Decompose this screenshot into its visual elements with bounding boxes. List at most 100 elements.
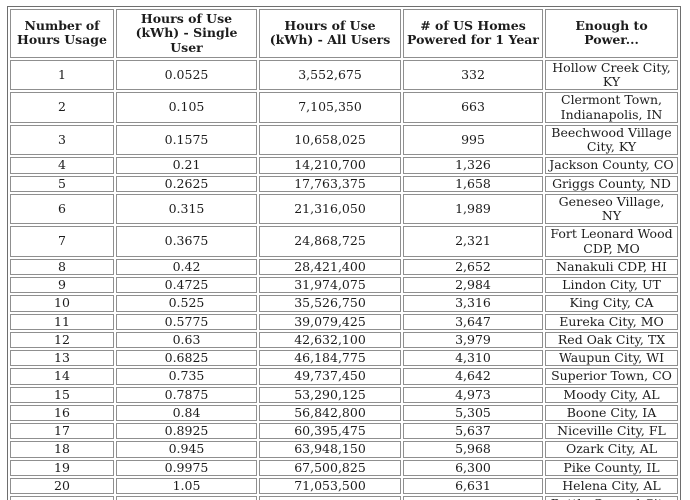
table-cell: 0.735 bbox=[116, 368, 257, 385]
table-row: 4 0.21 14,210,700 1,326 Jackson County, CO bbox=[10, 157, 678, 174]
table-cell: Battle Ground City, WA bbox=[545, 496, 678, 500]
table-cell: 63,948,150 bbox=[259, 441, 401, 458]
table-cell: Beechwood Village City, KY bbox=[545, 124, 678, 156]
table-cell: 4,310 bbox=[403, 350, 543, 367]
table-row: 11 0.5775 39,079,425 3,647 Eureka City, MO bbox=[10, 313, 678, 330]
table-cell: 1,326 bbox=[403, 157, 543, 174]
table-cell: 6,631 bbox=[403, 477, 543, 494]
table-row: 2 0.105 7,105,350 663 Clermont Town, Indiana… bbox=[10, 92, 678, 123]
table-row: 19 0.9975 67,500,825 6,300 Pike County, IL bbox=[10, 459, 678, 476]
table-cell: 2,652 bbox=[403, 258, 543, 275]
table-cell: 10 bbox=[10, 295, 114, 312]
table-cell: 18 bbox=[10, 441, 114, 458]
table-cell: 17,763,375 bbox=[259, 175, 401, 192]
table-cell: 0.315 bbox=[116, 193, 257, 225]
table-row: 8 0.42 28,421,400 2,652 Nanakuli CDP, HI bbox=[10, 258, 678, 275]
table-cell: 1.05 bbox=[116, 477, 257, 494]
table-cell: 35,526,750 bbox=[259, 295, 401, 312]
table-cell: 7,105,350 bbox=[259, 92, 401, 123]
table-cell: 21,316,050 bbox=[259, 193, 401, 225]
table-cell: 0.525 bbox=[116, 295, 257, 312]
table-cell: 8 bbox=[10, 258, 114, 275]
table-cell: 24,868,725 bbox=[259, 226, 401, 257]
table-cell: Boone City, IA bbox=[545, 404, 678, 421]
table-cell: 1.1025 bbox=[116, 496, 257, 500]
table-cell: 0.5775 bbox=[116, 313, 257, 330]
table-cell: 2,984 bbox=[403, 277, 543, 294]
table-cell: 1,658 bbox=[403, 175, 543, 192]
table-cell: 6 bbox=[10, 193, 114, 225]
table-cell: 4,642 bbox=[403, 368, 543, 385]
table-cell: 14 bbox=[10, 368, 114, 385]
table-cell: 0.6825 bbox=[116, 350, 257, 367]
table-cell: 71,053,500 bbox=[259, 477, 401, 494]
table-cell: 0.105 bbox=[116, 92, 257, 123]
table-row: 16 0.84 56,842,800 5,305 Boone City, IA bbox=[10, 404, 678, 421]
table-row: 7 0.3675 24,868,725 2,321 Fort Leonard Wood … bbox=[10, 226, 678, 257]
table-cell: 5,637 bbox=[403, 423, 543, 440]
column-header: Hours of Use (kWh) - All Users bbox=[259, 9, 401, 58]
table-cell: Waupun City, WI bbox=[545, 350, 678, 367]
table-cell: Nanakuli CDP, HI bbox=[545, 258, 678, 275]
table-cell: 15 bbox=[10, 386, 114, 403]
table-cell: 332 bbox=[403, 59, 543, 91]
table-cell: 53,290,125 bbox=[259, 386, 401, 403]
table-cell: 2,321 bbox=[403, 226, 543, 257]
table-cell: 20 bbox=[10, 477, 114, 494]
table-cell: Pike County, IL bbox=[545, 459, 678, 476]
table-cell: 6,300 bbox=[403, 459, 543, 476]
table-cell: 0.7875 bbox=[116, 386, 257, 403]
table-cell: 49,737,450 bbox=[259, 368, 401, 385]
table-cell: 4 bbox=[10, 157, 114, 174]
table-cell: 31,974,075 bbox=[259, 277, 401, 294]
table-cell: 6,963 bbox=[403, 496, 543, 500]
table-cell: Fort Leonard Wood CDP, MO bbox=[545, 226, 678, 257]
table-cell: Ozark City, AL bbox=[545, 441, 678, 458]
table-cell: 12 bbox=[10, 331, 114, 348]
table-cell: 0.63 bbox=[116, 331, 257, 348]
column-header: Number of Hours Usage bbox=[10, 9, 114, 58]
table-row: 20 1.05 71,053,500 6,631 Helena City, AL bbox=[10, 477, 678, 494]
table-cell: 0.42 bbox=[116, 258, 257, 275]
table-row: 15 0.7875 53,290,125 4,973 Moody City, AL bbox=[10, 386, 678, 403]
table-row: 18 0.945 63,948,150 5,968 Ozark City, AL bbox=[10, 441, 678, 458]
table-cell: 9 bbox=[10, 277, 114, 294]
table-cell: 17 bbox=[10, 423, 114, 440]
table-cell: 46,184,775 bbox=[259, 350, 401, 367]
table-cell: Griggs County, ND bbox=[545, 175, 678, 192]
table-row: 1 0.0525 3,552,675 332 Hollow Creek City, KY bbox=[10, 59, 678, 91]
table-cell: 5,305 bbox=[403, 404, 543, 421]
table-cell: 39,079,425 bbox=[259, 313, 401, 330]
table-row: 9 0.4725 31,974,075 2,984 Lindon City, UT bbox=[10, 277, 678, 294]
table-row: 17 0.8925 60,395,475 5,637 Niceville City, F… bbox=[10, 423, 678, 440]
table-cell: 56,842,800 bbox=[259, 404, 401, 421]
table-row: 14 0.735 49,737,450 4,642 Superior Town, CO bbox=[10, 368, 678, 385]
table-row: 5 0.2625 17,763,375 1,658 Griggs County, ND bbox=[10, 175, 678, 192]
table-cell: Jackson County, CO bbox=[545, 157, 678, 174]
table-cell: Lindon City, UT bbox=[545, 277, 678, 294]
table-cell: Red Oak City, TX bbox=[545, 331, 678, 348]
table-cell: Helena City, AL bbox=[545, 477, 678, 494]
table-cell: 0.21 bbox=[116, 157, 257, 174]
table-cell: 16 bbox=[10, 404, 114, 421]
table-cell: 3,979 bbox=[403, 331, 543, 348]
table-cell: 0.84 bbox=[116, 404, 257, 421]
table-cell: 0.3675 bbox=[116, 226, 257, 257]
table-cell: 663 bbox=[403, 92, 543, 123]
table-cell: 1 bbox=[10, 59, 114, 91]
energy-usage-table: Number of Hours Usage Hours of Use (kWh) … bbox=[7, 6, 681, 500]
table-cell: 3,316 bbox=[403, 295, 543, 312]
column-header: Enough to Power... bbox=[545, 9, 678, 58]
table-cell: 21 bbox=[10, 496, 114, 500]
table-row: 211.102574,606,1756,963Battle Ground Cit… bbox=[10, 496, 678, 500]
header-row: Number of Hours Usage Hours of Use (kWh) … bbox=[10, 9, 678, 58]
table-row: 12 0.63 42,632,100 3,979 Red Oak City, TX bbox=[10, 331, 678, 348]
table-cell: 3,552,675 bbox=[259, 59, 401, 91]
table-cell: 67,500,825 bbox=[259, 459, 401, 476]
table-cell: 1,989 bbox=[403, 193, 543, 225]
table-cell: Hollow Creek City, KY bbox=[545, 59, 678, 91]
table-cell: Geneseo Village, NY bbox=[545, 193, 678, 225]
table-cell: 0.0525 bbox=[116, 59, 257, 91]
table-cell: 4,973 bbox=[403, 386, 543, 403]
